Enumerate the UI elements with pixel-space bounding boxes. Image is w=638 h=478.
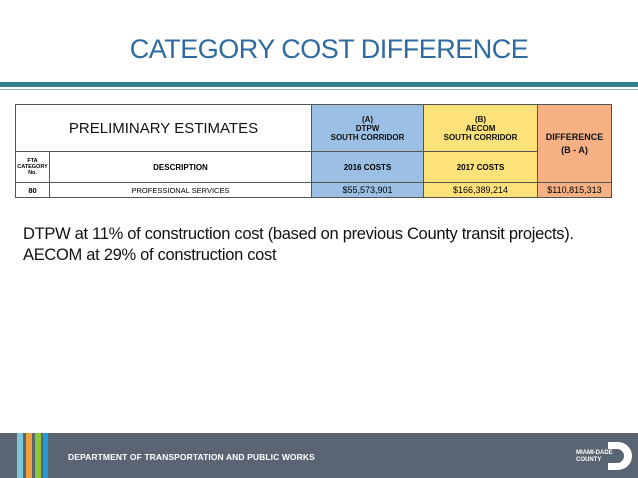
title-divider-thin xyxy=(0,89,638,90)
col-b-tag: (B) xyxy=(474,114,487,124)
difference-label: DIFFERENCE xyxy=(545,131,604,142)
difference-header: DIFFERENCE (B - A) xyxy=(537,104,612,183)
col-b-header: (B) AECOM SOUTH CORRIDOR xyxy=(423,104,538,152)
county-logo-text: MIAMI-DADE COUNTY xyxy=(576,450,613,464)
logo-line-1: MIAMI-DADE xyxy=(576,450,613,456)
description-header: DESCRIPTION xyxy=(49,151,312,183)
note-line-2: AECOM at 29% of construction cost xyxy=(23,246,277,264)
footer-stripe xyxy=(43,433,48,478)
difference-formula: (B - A) xyxy=(561,144,588,155)
col-a-org: DTPW xyxy=(355,123,380,133)
table-subheader-row: FTA CATEGORY No. DESCRIPTION 2016 COSTS … xyxy=(15,151,612,183)
fta-header-line2: CATEGORY xyxy=(17,164,48,170)
note-line-1: DTPW at 11% of construction cost (based … xyxy=(23,225,574,243)
department-name: DEPARTMENT OF TRANSPORTATION AND PUBLIC … xyxy=(68,452,315,462)
preliminary-estimates-label: PRELIMINARY ESTIMATES xyxy=(15,104,312,152)
col-b-org: AECOM xyxy=(465,123,496,133)
table-row: 80 PROFESSIONAL SERVICES $55,573,901 $16… xyxy=(15,182,612,198)
table-header-row: PRELIMINARY ESTIMATES (A) DTPW SOUTH COR… xyxy=(15,104,612,183)
col-a-tag: (A) xyxy=(361,114,374,124)
row-cost-a: $55,573,901 xyxy=(311,182,424,198)
col-b-cost-label: 2017 COSTS xyxy=(423,151,538,183)
col-a-cost-label: 2016 COSTS xyxy=(311,151,424,183)
slide-title: CATEGORY COST DIFFERENCE xyxy=(129,34,529,64)
col-b-corridor: SOUTH CORRIDOR xyxy=(443,132,518,142)
notes-text: DTPW at 11% of construction cost (based … xyxy=(23,224,623,266)
fta-header-line1: FTA xyxy=(27,158,38,164)
fta-header-line3: No. xyxy=(28,170,37,176)
logo-line-2: COUNTY xyxy=(576,457,602,463)
title-divider xyxy=(0,82,638,87)
estimates-table: PRELIMINARY ESTIMATES (A) DTPW SOUTH COR… xyxy=(15,104,612,198)
fta-category-header: FTA CATEGORY No. xyxy=(15,151,50,183)
col-a-corridor: SOUTH CORRIDOR xyxy=(330,132,405,142)
row-description: PROFESSIONAL SERVICES xyxy=(49,182,312,198)
row-category: 80 xyxy=(15,182,50,198)
footer-stripe xyxy=(26,433,32,478)
footer-stripe xyxy=(17,433,23,478)
row-cost-b: $166,389,214 xyxy=(423,182,538,198)
col-a-header: (A) DTPW SOUTH CORRIDOR xyxy=(311,104,424,152)
footer-bar: DEPARTMENT OF TRANSPORTATION AND PUBLIC … xyxy=(0,433,638,478)
footer-stripe xyxy=(35,433,41,478)
miami-dade-logo-icon xyxy=(608,442,632,470)
row-difference: $110,815,313 xyxy=(537,182,612,198)
